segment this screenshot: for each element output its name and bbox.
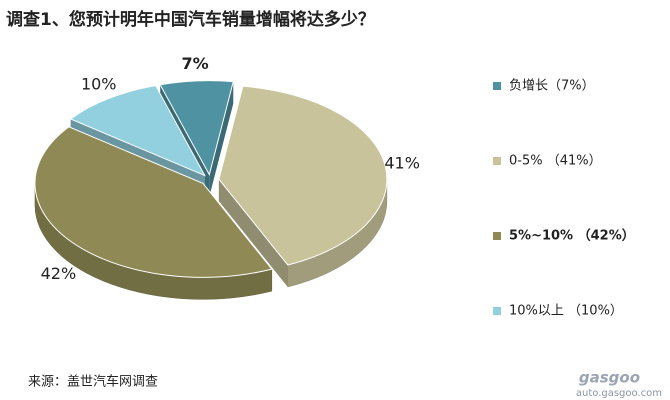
legend-label: 10%以上 （10%） (509, 304, 623, 319)
slice-top (218, 85, 388, 266)
slice-side (218, 179, 288, 287)
chart-title: 调查1、您预计明年中国汽车销量增幅将达多少？ (6, 9, 375, 30)
legend-swatch (493, 82, 501, 90)
data-label: 10% (81, 74, 117, 93)
slice-side (209, 81, 234, 197)
legend-label: 0-5% （41%） (509, 154, 602, 169)
legend-swatch (493, 307, 501, 315)
watermark: auto.gasgoo.com (576, 388, 662, 399)
legend-swatch (493, 157, 501, 165)
legend-label: 5%~10% （42%） (509, 228, 635, 244)
legend-swatch (493, 232, 501, 240)
data-label: 41% (384, 153, 420, 172)
data-label: 42% (41, 264, 77, 283)
slice-top (34, 126, 273, 278)
legend-label: 负增长（7%） (509, 79, 595, 94)
watermark: gasgoo (579, 369, 640, 387)
slice-top (69, 85, 206, 177)
slice-top (159, 80, 234, 176)
pie-slice (34, 126, 273, 300)
data-label: 7% (182, 54, 209, 73)
pie-slice (218, 85, 388, 288)
source-note: 来源：盖世汽车网调查 (28, 374, 158, 390)
